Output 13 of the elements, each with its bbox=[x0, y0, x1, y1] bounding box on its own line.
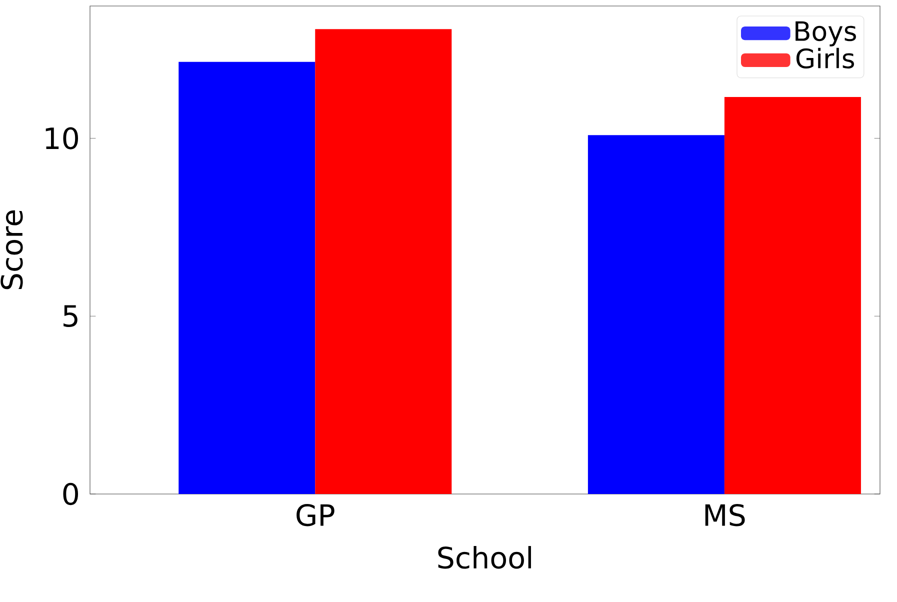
y-tick-label: 0 bbox=[63, 482, 78, 506]
y-tick-label: 10 bbox=[46, 127, 78, 150]
x-axis-title: School bbox=[438, 546, 531, 569]
y-tick-label: 5 bbox=[64, 305, 78, 328]
x-tick-label: MS bbox=[705, 504, 745, 526]
legend-label: Girls bbox=[796, 48, 854, 68]
legend-label: Boys bbox=[796, 21, 856, 46]
bar bbox=[724, 97, 861, 494]
y-axis-title: Score bbox=[0, 210, 23, 290]
bar bbox=[315, 29, 452, 494]
x-tick-label: GP bbox=[296, 504, 334, 526]
bar bbox=[588, 135, 724, 494]
bar bbox=[178, 62, 316, 494]
